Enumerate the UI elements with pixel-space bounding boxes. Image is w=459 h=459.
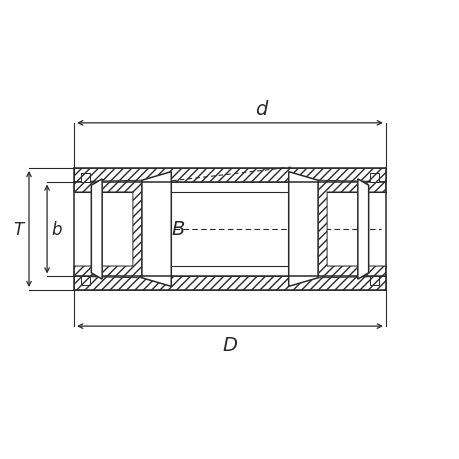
Polygon shape xyxy=(91,179,102,280)
Polygon shape xyxy=(142,172,171,287)
Polygon shape xyxy=(369,277,378,285)
Polygon shape xyxy=(74,277,385,291)
Polygon shape xyxy=(74,181,142,278)
Polygon shape xyxy=(288,172,317,287)
Text: b: b xyxy=(51,220,62,239)
Polygon shape xyxy=(81,174,90,182)
Text: D: D xyxy=(222,336,237,354)
Polygon shape xyxy=(74,168,385,182)
Text: d: d xyxy=(255,100,267,119)
Polygon shape xyxy=(369,174,378,182)
Polygon shape xyxy=(81,277,90,285)
Text: B: B xyxy=(171,220,184,239)
Polygon shape xyxy=(317,181,385,278)
Text: T: T xyxy=(13,220,23,239)
Polygon shape xyxy=(357,179,368,280)
